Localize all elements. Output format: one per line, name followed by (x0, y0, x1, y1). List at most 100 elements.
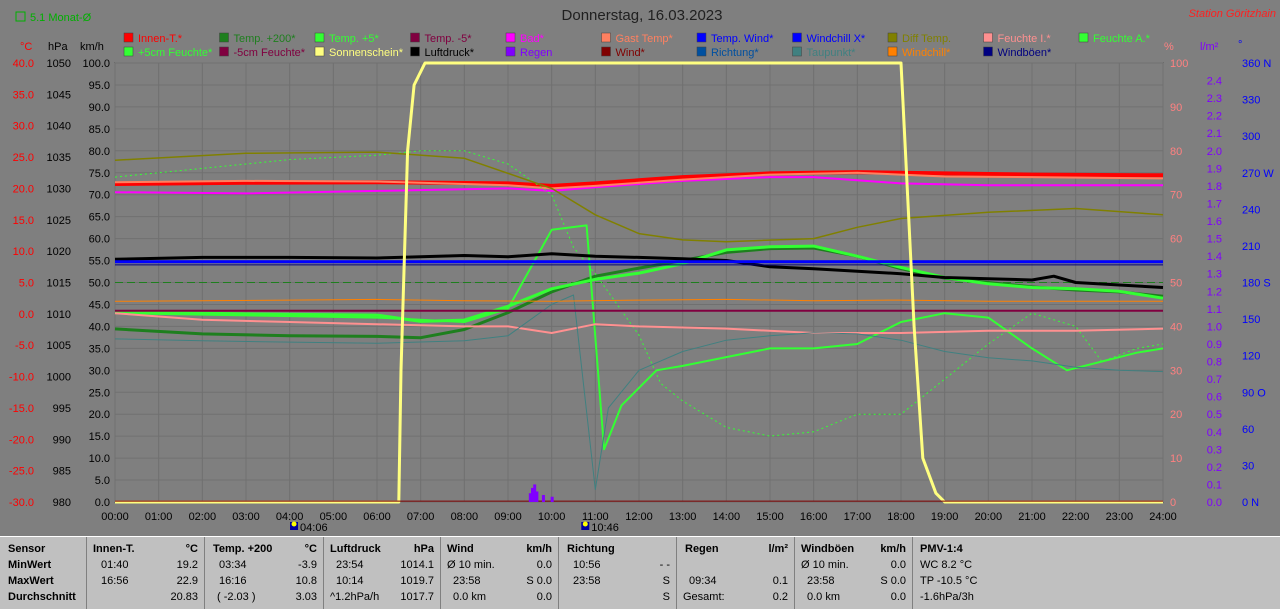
stats-pmv: PMV-1:4 WC 8.2 °C TP -10.5 °C -1.6hPa/3h (913, 537, 1280, 609)
pressure-tick-5: 1025 (47, 215, 71, 227)
legend-row2-label-9: Windböen* (998, 47, 1053, 59)
legend-row2-swatch-2 (314, 46, 325, 57)
rain-tick-15: 0.9 (1207, 339, 1222, 351)
pressure-tick-6: 1020 (47, 246, 71, 258)
stats-temp200-title: Temp. +200 (213, 543, 273, 555)
speed-tick-9: 55.0 (89, 256, 110, 268)
stats-temp200-max: 10.8 (295, 575, 317, 587)
percent-tick-10: 0 (1170, 497, 1176, 509)
legend-row1-label-0: Innen-T.* (138, 33, 183, 45)
stats-row-min: MinWert (8, 559, 52, 571)
mode-checkbox-icon[interactable] (15, 11, 26, 22)
legend-row2-label-5: Wind* (616, 47, 646, 59)
legend-row1-swatch-2 (314, 32, 325, 43)
stats-boeen: Windböen km/h Ø 10 min. 0.0 23:58 S 0.0 … (795, 537, 913, 609)
series-taupunkt (114, 294, 1164, 490)
stats-richtung-title: Richtung (567, 543, 615, 555)
rain-tick-19: 0.5 (1207, 409, 1222, 421)
pressure-tick-9: 1005 (47, 340, 71, 352)
series-regen-bar-4 (541, 494, 545, 502)
pressure-tick-0: 1050 (47, 58, 71, 70)
plot-area (114, 61, 1164, 504)
pressure-tick-3: 1035 (47, 152, 71, 164)
rain-tick-21: 0.3 (1207, 444, 1222, 456)
x-tick-24: 24:00 (1149, 511, 1177, 523)
temp-tick-2: 30.0 (13, 121, 34, 133)
pressure-tick-10: 1000 (47, 372, 71, 384)
legend-row1-swatch-6 (696, 32, 707, 43)
legend-row1-label-2: Temp. +5* (329, 33, 380, 45)
stats-wind-r3b: 0.0 (536, 591, 552, 603)
series-regen-bar-3 (535, 491, 539, 502)
marker-sun-icon-0 (291, 521, 297, 527)
x-tick-1: 01:00 (145, 511, 173, 523)
speed-tick-2: 90.0 (89, 102, 110, 114)
stats-richtung-r1b: - - (659, 559, 670, 571)
x-tick-5: 05:00 (320, 511, 348, 523)
rain-tick-17: 0.7 (1207, 374, 1222, 386)
legend-row2-swatch-3 (410, 46, 420, 57)
stats-wind-unit: km/h (526, 543, 552, 555)
dir-tick-0: 360 N (1242, 58, 1271, 70)
rain-tick-4: 2.0 (1207, 146, 1222, 158)
percent-tick-2: 80 (1170, 146, 1182, 158)
rain-tick-10: 1.4 (1207, 251, 1222, 263)
stats-temp200-min: -3.9 (298, 559, 317, 571)
stats-boeen-r3a: 0.0 km (807, 591, 841, 603)
stats-druck-max-time: 10:14 (336, 575, 364, 587)
percent-tick-4: 60 (1170, 234, 1182, 246)
percent-tick-3: 70 (1170, 190, 1182, 202)
series-regen-bar-1 (531, 487, 535, 502)
stats-wind-r3a: 0.0 km (453, 591, 487, 603)
legend-row1-label-8: Diff Temp. (902, 33, 951, 45)
dir-tick-4: 240 (1242, 204, 1260, 216)
speed-tick-6: 70.0 (89, 190, 110, 202)
x-tick-0: 00:00 (101, 511, 129, 523)
stats-innen-min: 19.2 (176, 559, 198, 571)
legend-row1-label-10: Feuchte A.* (1093, 33, 1151, 45)
legend-row1-label-5: Gast Temp* (616, 33, 674, 45)
mode-label: 5.1 Monat-Ø (30, 12, 92, 24)
legend-row2-swatch-6 (696, 46, 707, 57)
dir-tick-11: 30 (1242, 460, 1254, 472)
percent-tick-9: 10 (1170, 453, 1182, 465)
pressure-tick-14: 980 (53, 497, 71, 509)
stats-regen-r3b: 0.2 (772, 591, 788, 603)
stats-wind-title: Wind (447, 543, 474, 555)
series-regen-bar-2 (533, 484, 537, 502)
x-tick-19: 19:00 (931, 511, 959, 523)
dir-tick-10: 60 (1242, 424, 1254, 436)
stats-druck-avg: 1017.7 (400, 591, 434, 603)
stats-pmv-r2: TP -10.5 °C (920, 575, 978, 587)
speed-tick-13: 35.0 (89, 343, 110, 355)
chart-title: Donnerstag, 16.03.2023 (562, 7, 723, 24)
legend-row1-swatch-4 (505, 32, 516, 43)
legend-row1-label-9: Feuchte I.* (998, 33, 1052, 45)
legend-row2-label-6: Richtung* (711, 47, 759, 59)
stats-wind-r2b: S 0.0 (526, 575, 552, 587)
pressure-tick-8: 1010 (47, 309, 71, 321)
legend-row1-swatch-9 (983, 32, 993, 43)
x-tick-21: 21:00 (1018, 511, 1046, 523)
percent-tick-1: 90 (1170, 102, 1182, 114)
stats-richtung-r2a: 23:58 (573, 575, 601, 587)
pressure-tick-1: 1045 (47, 89, 71, 101)
stats-druck-min-time: 23:54 (336, 559, 364, 571)
legend-row2-swatch-0 (123, 46, 134, 57)
rain-tick-0: 2.4 (1207, 76, 1222, 88)
temp-tick-7: 5.0 (19, 278, 34, 290)
temp-tick-4: 20.0 (13, 183, 34, 195)
legend-row1-swatch-10 (1078, 32, 1089, 43)
legend-row2-swatch-4 (505, 46, 516, 57)
stats-druck: Luftdruck hPa 23:54 1014.1 10:14 1019.7 … (324, 537, 441, 609)
speed-tick-15: 25.0 (89, 387, 110, 399)
series-feuchte-i (114, 312, 1164, 334)
dir-tick-8: 120 (1242, 351, 1260, 363)
percent-unit-label: % (1164, 41, 1174, 53)
rain-tick-3: 2.1 (1207, 128, 1222, 140)
x-tick-20: 20:00 (975, 511, 1003, 523)
stats-row-avg: Durchschnitt (8, 591, 76, 603)
dir-tick-5: 210 (1242, 241, 1260, 253)
percent-tick-8: 20 (1170, 409, 1182, 421)
percent-tick-7: 30 (1170, 365, 1182, 377)
